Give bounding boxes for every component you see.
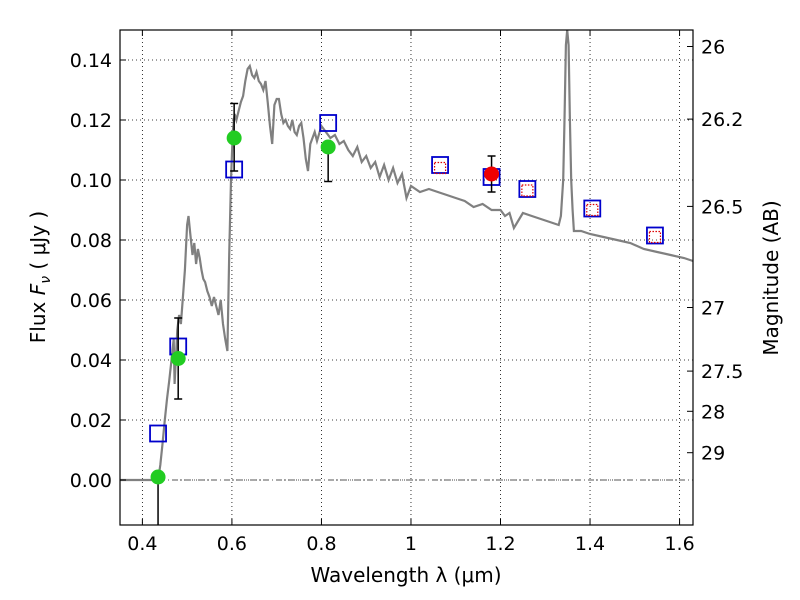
observed-point-marker bbox=[226, 130, 242, 146]
y-tick-label: 0.00 bbox=[70, 470, 112, 492]
right-axis-label: Magnitude (AB) bbox=[759, 200, 783, 355]
x-axis-label: Wavelength λ (μm) bbox=[310, 563, 501, 587]
x-tick-label: 1.2 bbox=[485, 533, 515, 555]
sed-model-line bbox=[120, 30, 693, 482]
predicted-square-marker bbox=[648, 230, 662, 244]
x-tick-label: 1.4 bbox=[575, 533, 605, 555]
observed-point-marker bbox=[150, 469, 166, 485]
magnitude-tick-label: 27.5 bbox=[701, 361, 743, 383]
plot-content bbox=[120, 30, 693, 525]
y-tick-label: 0.10 bbox=[70, 170, 112, 192]
y-tick-label: 0.14 bbox=[70, 50, 112, 72]
model-square-marker bbox=[149, 424, 167, 443]
model-square-marker bbox=[319, 114, 338, 132]
magnitude-tick-label: 26 bbox=[701, 37, 725, 59]
model-square-marker bbox=[583, 199, 602, 218]
y-tick-label: 0.08 bbox=[70, 230, 112, 252]
magnitude-tick-label: 26.2 bbox=[701, 109, 743, 131]
x-tick-label: 0.8 bbox=[306, 533, 336, 555]
observed-point-marker bbox=[170, 351, 186, 366]
predicted-square-marker bbox=[586, 203, 599, 217]
x-tick-label: 1.6 bbox=[664, 533, 694, 555]
plot-area bbox=[120, 30, 693, 525]
model-square-marker bbox=[646, 226, 664, 245]
x-tick-label: 0.4 bbox=[127, 533, 157, 555]
axis-ticks bbox=[120, 30, 693, 525]
x-tick-label: 0.6 bbox=[217, 533, 247, 555]
plot-frame bbox=[119, 29, 694, 526]
predicted-square-marker bbox=[433, 161, 447, 175]
y-tick-label: 0.02 bbox=[70, 410, 112, 432]
magnitude-tick-label: 26.5 bbox=[701, 196, 743, 218]
y-axis-label: Flux Fν ( μJy ) bbox=[26, 211, 54, 343]
y-tick-label: 0.04 bbox=[70, 350, 112, 372]
y-tick-label: 0.12 bbox=[70, 110, 112, 132]
magnitude-tick-label: 27 bbox=[701, 298, 725, 320]
predicted-square-marker bbox=[521, 184, 534, 197]
y-tick-label: 0.06 bbox=[70, 290, 112, 312]
observed-point-marker bbox=[484, 166, 500, 182]
grid-lines bbox=[120, 30, 693, 525]
observed-point-marker bbox=[320, 139, 336, 155]
magnitude-tick-label: 28 bbox=[701, 401, 725, 423]
tick-labels: 0.4 0.6 0.8 1 1.2 1.4 1.6 0.00 0.02 0.04 0.06 0.08 0… bbox=[70, 37, 744, 556]
model-square-marker bbox=[518, 180, 537, 198]
magnitude-tick-label: 29 bbox=[701, 443, 725, 465]
x-tick-label: 1 bbox=[405, 533, 417, 555]
markers bbox=[149, 102, 664, 525]
